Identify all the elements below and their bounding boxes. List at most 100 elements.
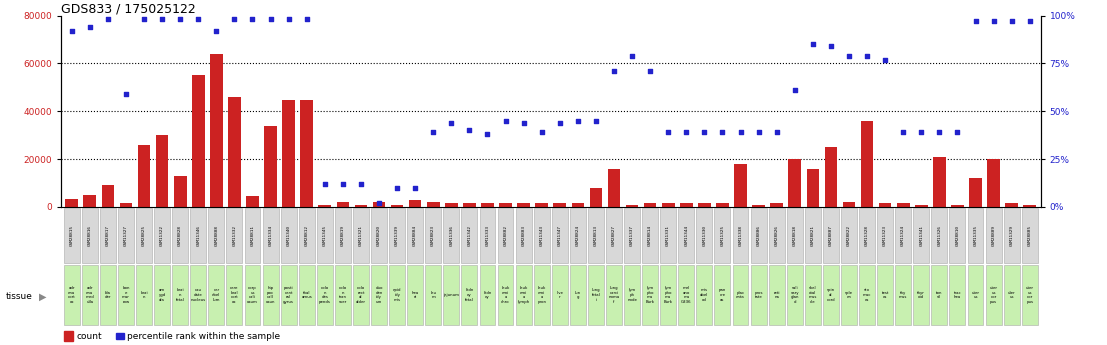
Text: cau
date
nucleus: cau date nucleus — [190, 288, 206, 302]
Point — [515, 120, 532, 126]
Text: uler
us: uler us — [1007, 291, 1015, 299]
Bar — [716, 204, 728, 207]
FancyBboxPatch shape — [841, 208, 857, 263]
Bar — [680, 204, 693, 207]
FancyBboxPatch shape — [751, 265, 766, 325]
Text: bla
der: bla der — [105, 291, 111, 299]
Bar — [482, 204, 494, 207]
Bar — [987, 159, 1000, 207]
Text: test
es: test es — [881, 291, 889, 299]
Point — [389, 185, 406, 190]
Text: duo
den
idy
um: duo den idy um — [375, 286, 383, 304]
Point — [334, 181, 352, 187]
FancyBboxPatch shape — [245, 208, 260, 263]
Text: GSM11330: GSM11330 — [702, 225, 706, 246]
FancyBboxPatch shape — [913, 208, 929, 263]
FancyBboxPatch shape — [227, 208, 242, 263]
FancyBboxPatch shape — [208, 208, 225, 263]
Bar — [970, 178, 982, 207]
FancyBboxPatch shape — [733, 265, 748, 325]
Text: count: count — [76, 332, 102, 341]
FancyBboxPatch shape — [913, 265, 929, 325]
Text: GSM28814: GSM28814 — [648, 225, 652, 246]
Bar — [753, 205, 765, 207]
Text: reti
na: reti na — [774, 291, 780, 299]
Text: GSM11338: GSM11338 — [738, 225, 743, 246]
FancyBboxPatch shape — [696, 265, 712, 325]
FancyBboxPatch shape — [534, 265, 550, 325]
FancyBboxPatch shape — [516, 265, 531, 325]
Bar — [625, 205, 639, 207]
Bar — [337, 202, 349, 207]
FancyBboxPatch shape — [262, 208, 279, 263]
FancyBboxPatch shape — [353, 265, 369, 325]
Text: GSM11335: GSM11335 — [973, 225, 977, 246]
Bar — [897, 204, 910, 207]
Bar — [590, 188, 602, 207]
Point — [226, 17, 244, 22]
FancyBboxPatch shape — [82, 265, 97, 325]
Bar — [662, 204, 674, 207]
FancyBboxPatch shape — [606, 265, 622, 325]
Point — [244, 17, 261, 22]
FancyBboxPatch shape — [173, 265, 188, 325]
Text: GSM28819: GSM28819 — [341, 225, 345, 246]
Text: pros
tate: pros tate — [754, 291, 763, 299]
Point — [99, 17, 116, 22]
Point — [478, 131, 496, 137]
Text: GSM28804: GSM28804 — [413, 225, 417, 246]
Text: GSM11344: GSM11344 — [684, 225, 689, 246]
FancyBboxPatch shape — [859, 208, 875, 263]
FancyBboxPatch shape — [335, 265, 351, 325]
Bar — [734, 164, 747, 207]
Bar — [699, 204, 711, 207]
Point — [352, 181, 370, 187]
Point — [768, 130, 786, 135]
Bar — [391, 205, 403, 207]
Bar — [1005, 204, 1018, 207]
FancyBboxPatch shape — [896, 208, 911, 263]
Text: thal
amus: thal amus — [301, 291, 312, 299]
Point — [461, 128, 478, 133]
Text: hip
poc
call
osun: hip poc call osun — [266, 286, 276, 304]
Point — [894, 130, 912, 135]
Bar — [499, 204, 511, 207]
Text: brai
n: brai n — [141, 291, 148, 299]
Point — [569, 118, 587, 124]
FancyBboxPatch shape — [877, 208, 893, 263]
Bar — [228, 97, 240, 207]
Text: GSM11324: GSM11324 — [901, 225, 906, 246]
FancyBboxPatch shape — [968, 208, 983, 263]
Bar — [571, 204, 584, 207]
Point — [949, 130, 966, 135]
Text: GSM11339: GSM11339 — [395, 225, 400, 246]
FancyBboxPatch shape — [679, 208, 694, 263]
Text: GSM11333: GSM11333 — [486, 225, 489, 246]
Bar — [608, 169, 620, 207]
Text: brai
n
fetal: brai n fetal — [176, 288, 185, 302]
Text: colo
rect
al
alder: colo rect al alder — [356, 286, 366, 304]
FancyBboxPatch shape — [64, 265, 80, 325]
FancyBboxPatch shape — [190, 208, 206, 263]
Text: leuk
emi
a
lymph: leuk emi a lymph — [517, 286, 530, 304]
FancyBboxPatch shape — [642, 265, 658, 325]
Text: epid
idy
mis: epid idy mis — [393, 288, 402, 302]
Text: GSM28805: GSM28805 — [1027, 225, 1032, 246]
Bar — [102, 186, 114, 207]
FancyBboxPatch shape — [317, 265, 333, 325]
FancyBboxPatch shape — [100, 265, 116, 325]
Bar — [1023, 205, 1036, 207]
Bar — [842, 202, 856, 207]
Text: skel
etal
mus
cle: skel etal mus cle — [808, 286, 817, 304]
FancyBboxPatch shape — [208, 265, 225, 325]
Bar — [319, 205, 331, 207]
Point — [406, 185, 424, 190]
Point — [1021, 19, 1038, 24]
Bar — [65, 199, 79, 207]
Text: GSM28815: GSM28815 — [70, 225, 74, 246]
Text: mel
ano
ma
G336: mel ano ma G336 — [681, 286, 692, 304]
Text: sple
en: sple en — [845, 291, 853, 299]
Text: lun
g: lun g — [575, 291, 581, 299]
FancyBboxPatch shape — [950, 265, 965, 325]
Text: cer
ebel
lum: cer ebel lum — [213, 288, 220, 302]
